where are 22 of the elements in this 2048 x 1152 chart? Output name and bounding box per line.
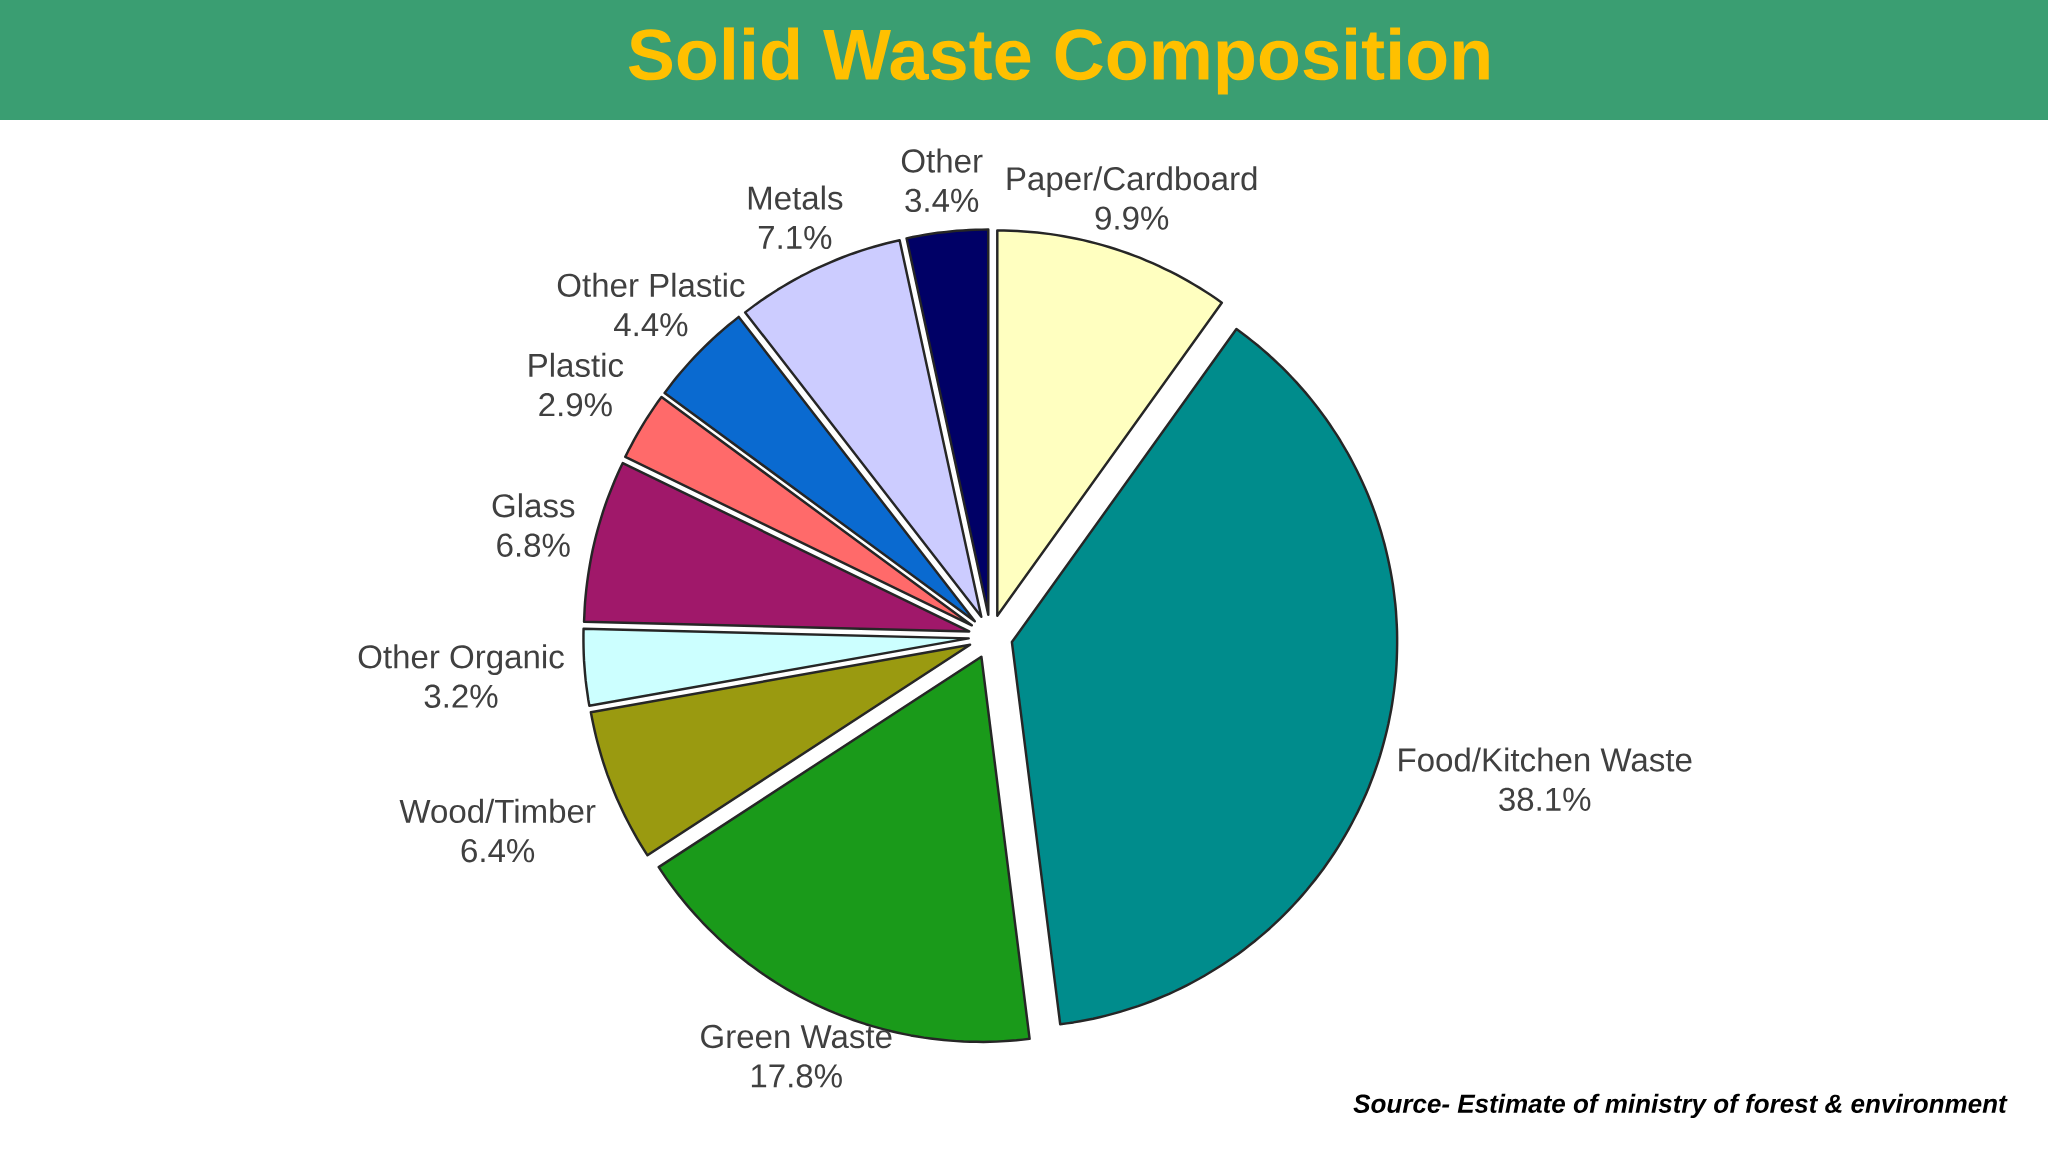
data-label: 3.4%: [905, 188, 979, 213]
source-note: Source- Estimate of ministry of forest & environment: [1353, 1093, 2008, 1119]
data-label: 9.9%: [1095, 206, 1169, 230]
data-label: 7.1%: [758, 225, 832, 250]
slice-label: Metals: [748, 185, 843, 210]
data-label: 3.2%: [424, 684, 498, 708]
data-label: 6.4%: [461, 839, 535, 863]
slice-label: Other: [901, 148, 983, 173]
slice-label: Plastic: [529, 352, 624, 378]
slice-label: Green Waste: [701, 1024, 892, 1049]
slice-label: Glass: [492, 493, 575, 518]
data-label: 38.1%: [1499, 787, 1591, 812]
chart-title: Solid Waste Composition: [628, 27, 1489, 95]
data-label: 4.4%: [614, 313, 688, 337]
slice-label: Wood/Timber: [399, 798, 596, 823]
data-label: 2.9%: [539, 393, 612, 417]
data-label: 17.8%: [751, 1064, 842, 1088]
slice-label: Food/Kitchen Waste: [1399, 747, 1692, 772]
data-label: 6.8%: [497, 533, 570, 557]
slice-label: Other Organic: [358, 644, 564, 676]
slice-label: Paper/Cardboard: [1007, 166, 1257, 197]
slice-label: Other Plastic: [557, 272, 745, 298]
